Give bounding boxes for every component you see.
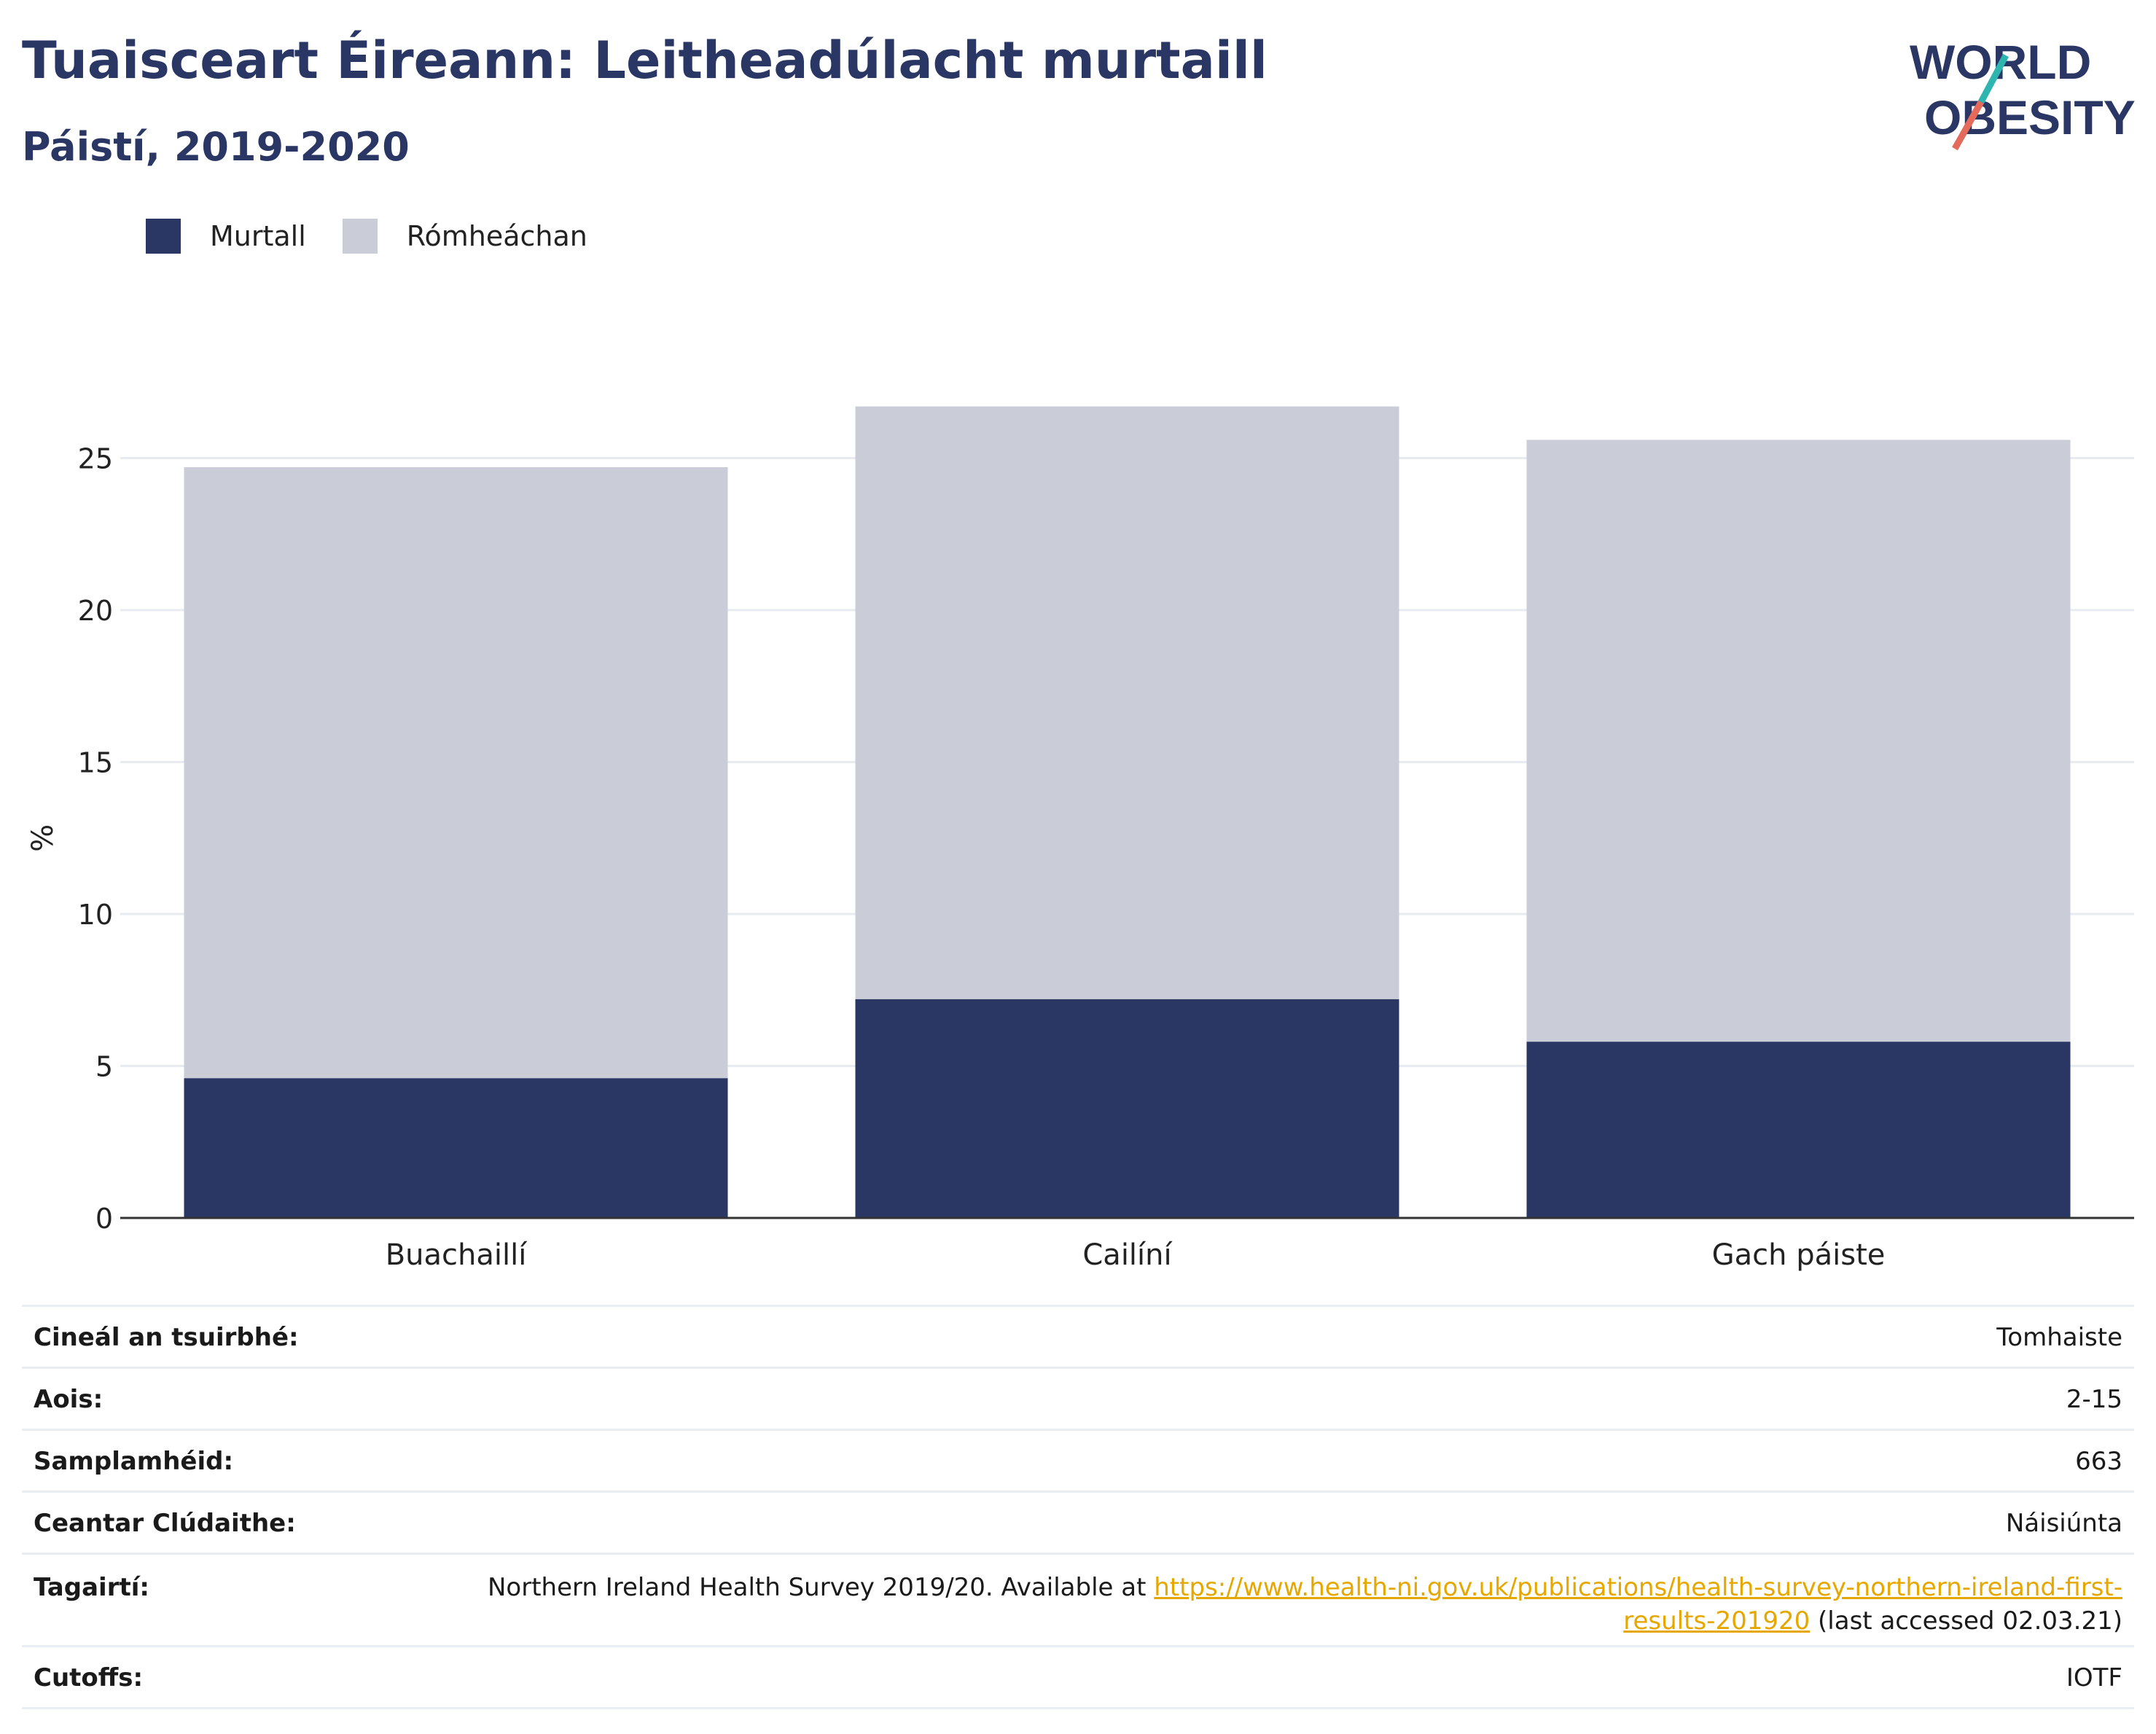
legend-swatch-overweight [342, 219, 378, 254]
meta-label: Ceantar Clúdaithe: [34, 1509, 296, 1538]
bar-obese [1526, 1042, 2071, 1218]
chart-title: Tuaisceart Éireann: Leitheadúlacht murta… [22, 31, 1268, 90]
reference-link[interactable]: https://www.health-ni.gov.uk/publication… [1154, 1573, 2122, 1602]
meta-value-references: Northern Ireland Health Survey 2019/20. … [488, 1571, 2122, 1638]
y-tick-label: 20 [78, 595, 113, 627]
meta-value: Náisiúnta [2005, 1509, 2122, 1538]
reference-text: Northern Ireland Health Survey 2019/20. … [488, 1573, 1147, 1602]
meta-label: Samplamhéid: [34, 1447, 234, 1476]
meta-label: Cineál an tsuirbhé: [34, 1323, 299, 1352]
meta-value: IOTF [2066, 1663, 2122, 1692]
reference-link[interactable]: results-201920 [1623, 1606, 1811, 1636]
meta-row-sample-size: Samplamhéid: 663 [22, 1429, 2134, 1491]
y-tick-label: 10 [78, 899, 113, 931]
reference-accessed: (last accessed 02.03.21) [1818, 1606, 2122, 1636]
meta-value: Tomhaiste [1996, 1323, 2122, 1352]
x-tick-label: Gach páiste [1712, 1238, 1886, 1272]
meta-label: Tagairtí: [34, 1573, 149, 1602]
bar-obese [855, 999, 1399, 1218]
meta-label: Aois: [34, 1385, 103, 1414]
y-tick-label: 5 [95, 1051, 113, 1083]
x-tick-label: Cailíní [1082, 1238, 1173, 1272]
legend-item-obese: Murtall [146, 219, 306, 254]
y-tick-label: 15 [78, 747, 113, 779]
x-tick-label: Buachaillí [386, 1238, 528, 1272]
y-tick-label: 0 [95, 1203, 113, 1235]
legend-label-overweight: Rómheáchan [406, 220, 587, 252]
bar-overweight [1526, 440, 2071, 1042]
chart-legend: Murtall Rómheáchan [146, 216, 624, 257]
y-tick-label: 25 [78, 443, 113, 475]
world-obesity-logo: WORLD OBESITY [1910, 35, 2136, 151]
meta-value: 2-15 [2066, 1385, 2122, 1414]
meta-row-area: Ceantar Clúdaithe: Náisiúnta [22, 1491, 2134, 1553]
bar-overweight [184, 467, 728, 1079]
meta-row-age: Aois: 2-15 [22, 1367, 2134, 1429]
survey-details-table: Cineál an tsuirbhé: Tomhaiste Aois: 2-15… [22, 1305, 2134, 1709]
meta-row-survey-type: Cineál an tsuirbhé: Tomhaiste [22, 1305, 2134, 1367]
legend-swatch-obese [146, 219, 181, 254]
meta-row-cutoffs: Cutoffs: IOTF [22, 1645, 2134, 1709]
bar-overweight [855, 406, 1399, 999]
chart-subtitle: Páistí, 2019-2020 [22, 124, 410, 170]
meta-value: 663 [2075, 1447, 2122, 1476]
logo-slash-red [1952, 100, 1984, 151]
bar-obese [184, 1078, 728, 1218]
legend-label-obese: Murtall [210, 220, 306, 252]
y-axis-label: % [26, 824, 60, 852]
meta-label: Cutoffs: [34, 1663, 144, 1692]
meta-row-references: Tagairtí: Northern Ireland Health Survey… [22, 1553, 2134, 1645]
bar-chart: 0 5 10 15 20 25% Buachaillí Cailíní Gach páiste [26, 406, 2134, 1272]
logo-slash-teal [1978, 53, 2009, 104]
legend-item-overweight: Rómheáchan [342, 219, 587, 254]
